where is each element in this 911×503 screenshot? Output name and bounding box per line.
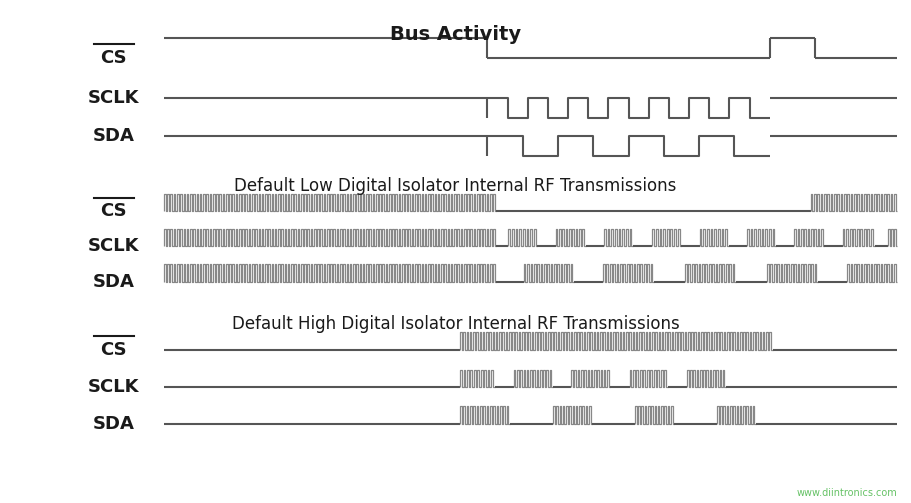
Text: CS: CS bbox=[100, 202, 128, 220]
Text: SDA: SDA bbox=[93, 273, 135, 291]
Text: Default Low Digital Isolator Internal RF Transmissions: Default Low Digital Isolator Internal RF… bbox=[234, 177, 677, 195]
Text: SDA: SDA bbox=[93, 127, 135, 145]
Text: Bus Activity: Bus Activity bbox=[390, 25, 521, 44]
Text: SCLK: SCLK bbox=[88, 237, 139, 256]
Text: SCLK: SCLK bbox=[88, 378, 139, 396]
Text: SDA: SDA bbox=[93, 414, 135, 433]
Text: CS: CS bbox=[100, 49, 128, 67]
Text: SCLK: SCLK bbox=[88, 89, 139, 107]
Text: www.diintronics.com: www.diintronics.com bbox=[796, 488, 897, 498]
Text: CS: CS bbox=[100, 341, 128, 359]
Text: Default High Digital Isolator Internal RF Transmissions: Default High Digital Isolator Internal R… bbox=[231, 315, 680, 333]
